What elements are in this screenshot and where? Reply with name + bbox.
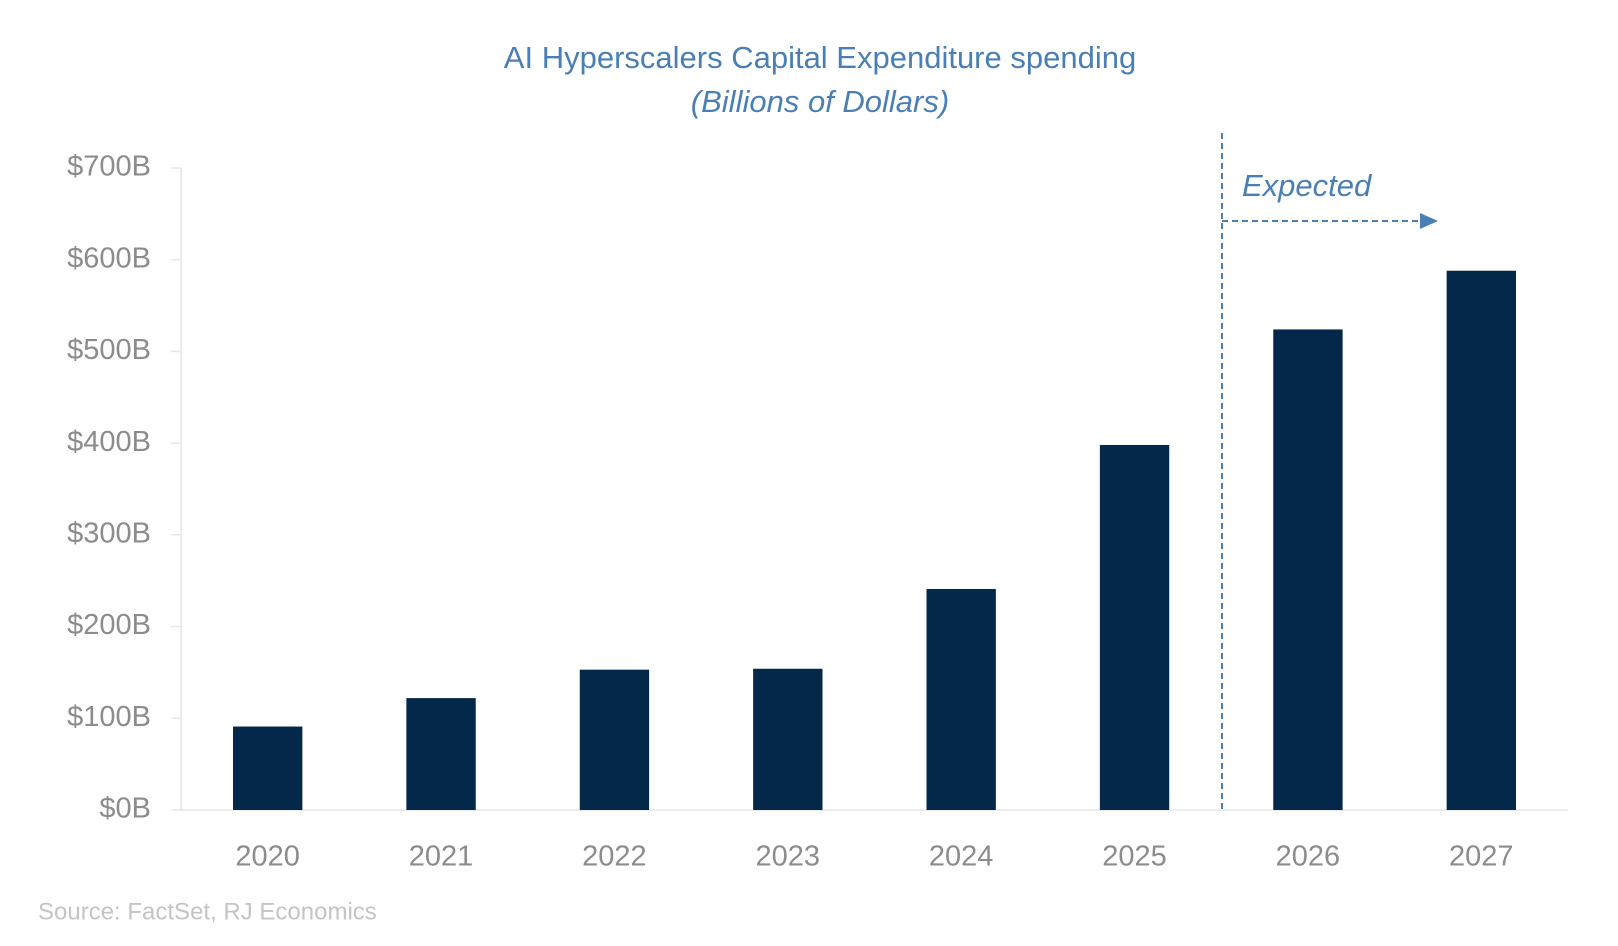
y-tick-label: $600B [67,242,151,274]
y-tick-label: $0B [99,793,151,825]
annotation: Expected [1242,168,1373,203]
x-tick-label: 2024 [929,841,994,873]
y-tick-label: $700B [67,151,151,183]
bar [406,698,476,810]
x-tick-label: 2025 [1102,841,1167,873]
y-tick-label: $300B [67,518,151,550]
bar [579,669,650,810]
x-tick-label: 2022 [582,841,647,873]
y-tick-label: $200B [67,609,151,641]
y-tick-label: $400B [67,426,151,458]
source: Source: FactSet, RJ Economics [38,898,377,925]
arrow-head [1420,213,1438,229]
x-tick-label: 2020 [235,841,300,873]
bar [926,588,996,810]
chart-subtitle: (Billions of Dollars) [691,84,949,119]
x-tick-label: 2027 [1449,841,1514,873]
bar [1273,329,1343,810]
y-tick-label: $500B [67,334,151,366]
bar [233,726,303,810]
bar [753,668,823,810]
x-tick-label: 2023 [756,841,821,873]
bar [1099,444,1170,810]
bar [1446,270,1516,811]
x-tick-label: 2026 [1276,841,1341,873]
chart-title: AI Hyperscalers Capital Expenditure spen… [504,40,1136,75]
x-tick-label: 2021 [409,841,474,873]
y-tick-label: $100B [67,701,151,733]
